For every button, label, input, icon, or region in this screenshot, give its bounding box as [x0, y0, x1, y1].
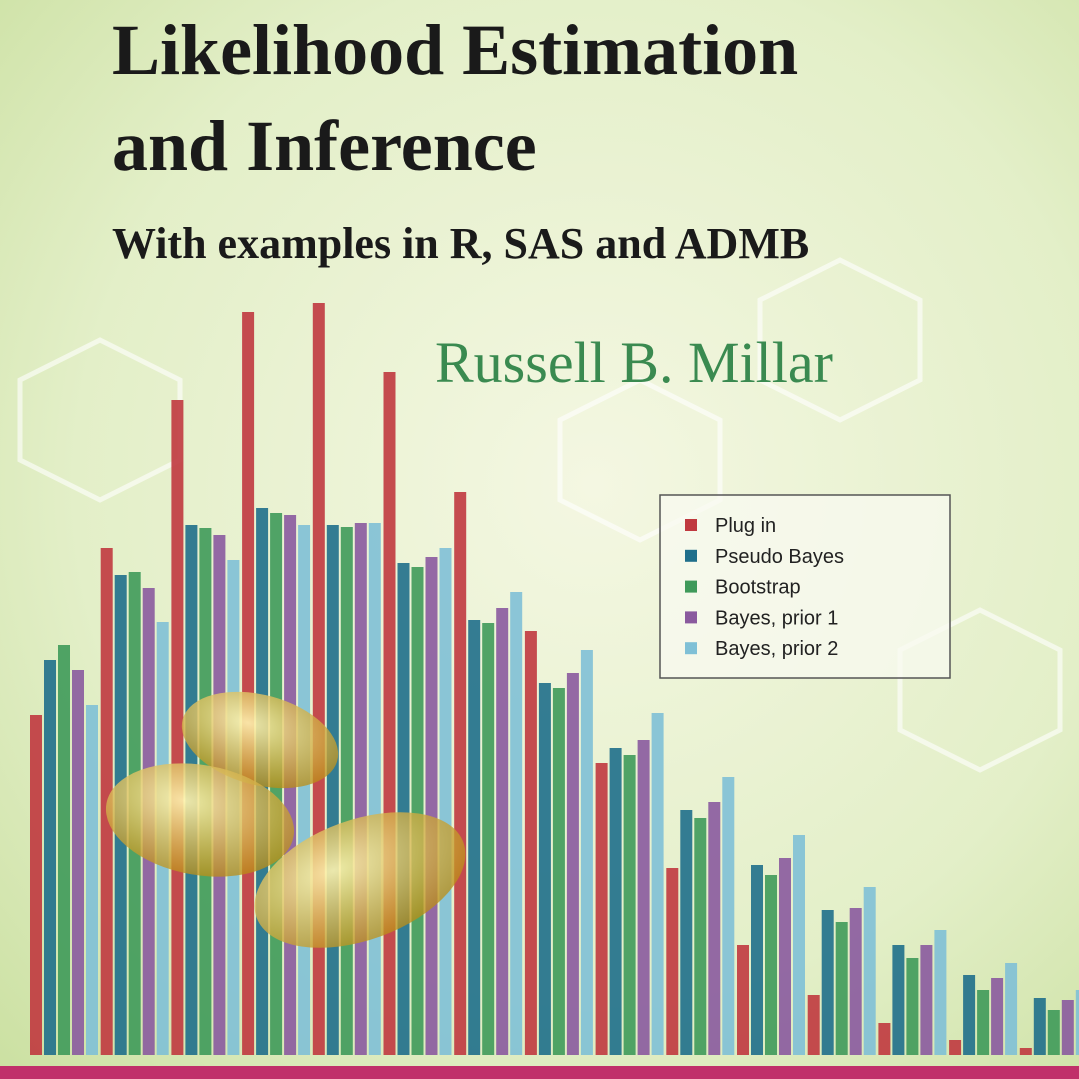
- bar: [30, 715, 42, 1055]
- bar: [863, 887, 876, 1055]
- bar: [765, 875, 777, 1055]
- bar: [58, 645, 70, 1055]
- legend-swatch: [685, 611, 697, 624]
- bar: [340, 527, 353, 1055]
- title-line: Likelihood Estimation: [112, 10, 798, 90]
- bar: [835, 922, 848, 1055]
- legend-label: Pseudo Bayes: [715, 546, 844, 568]
- bar: [524, 631, 537, 1055]
- bar: [906, 958, 919, 1055]
- bar: [892, 945, 905, 1055]
- bar: [779, 858, 791, 1055]
- bar: [1019, 1048, 1032, 1055]
- bar: [454, 492, 467, 1055]
- bar: [425, 557, 438, 1055]
- bar: [580, 650, 593, 1055]
- bar: [72, 670, 84, 1055]
- bar: [680, 810, 693, 1055]
- bar: [1061, 1000, 1074, 1055]
- bar: [298, 525, 311, 1055]
- bar: [44, 660, 56, 1055]
- bar: [694, 818, 707, 1055]
- bar: [439, 548, 452, 1055]
- bar: [482, 623, 495, 1055]
- bar: [326, 525, 339, 1055]
- bar: [354, 523, 367, 1055]
- bar: [86, 705, 98, 1055]
- bar: [100, 548, 113, 1055]
- bar: [242, 312, 255, 1055]
- legend-swatch: [685, 519, 697, 531]
- bar: [623, 755, 636, 1055]
- bar: [510, 592, 523, 1055]
- legend-label: Bootstrap: [715, 577, 801, 599]
- legend: Plug in Pseudo Bayes Bootstrap Bayes, prior…: [685, 515, 844, 660]
- bar: [934, 930, 947, 1055]
- legend-label: Plug in: [715, 515, 776, 537]
- bar: [637, 740, 650, 1055]
- bar: [920, 945, 933, 1055]
- bar: [171, 400, 184, 1055]
- legend-label: Bayes, prior 1: [715, 607, 838, 629]
- bar: [595, 763, 608, 1055]
- author: Russell B. Millar: [435, 330, 833, 395]
- bar: [793, 835, 805, 1055]
- bar: [468, 620, 481, 1055]
- bar: [722, 777, 735, 1055]
- bottom-stripe: [0, 1066, 1079, 1079]
- bar: [849, 908, 862, 1055]
- bar: [411, 567, 424, 1055]
- bar: [821, 910, 834, 1055]
- bar: [878, 1023, 891, 1055]
- bar: [566, 673, 579, 1055]
- bar-chart: [30, 303, 1079, 1055]
- bar: [651, 713, 664, 1055]
- bar: [737, 945, 749, 1055]
- bar: [1075, 990, 1079, 1055]
- bar: [609, 748, 622, 1055]
- bar: [949, 1040, 962, 1055]
- bar: [496, 608, 509, 1055]
- bar: [368, 523, 381, 1055]
- bar: [963, 975, 976, 1055]
- bar: [991, 978, 1004, 1055]
- title-line: and Inference: [112, 106, 537, 186]
- bar: [552, 688, 565, 1055]
- bar: [1005, 963, 1018, 1055]
- subtitle: With examples in R, SAS and ADMB: [112, 219, 809, 268]
- bar: [751, 865, 763, 1055]
- legend-label: Bayes, prior 2: [715, 638, 838, 660]
- legend-swatch: [685, 549, 697, 562]
- legend-box: [659, 494, 951, 679]
- legend-swatch: [685, 580, 697, 593]
- bar: [807, 995, 820, 1055]
- bar: [666, 868, 679, 1055]
- bar: [1047, 1010, 1060, 1055]
- legend-swatch: [685, 642, 697, 655]
- bar: [708, 802, 721, 1055]
- bar: [977, 990, 990, 1055]
- bar: [383, 372, 396, 1055]
- capsules: [105, 691, 466, 948]
- bar: [538, 683, 551, 1055]
- bar: [397, 563, 410, 1055]
- bar: [1033, 998, 1046, 1055]
